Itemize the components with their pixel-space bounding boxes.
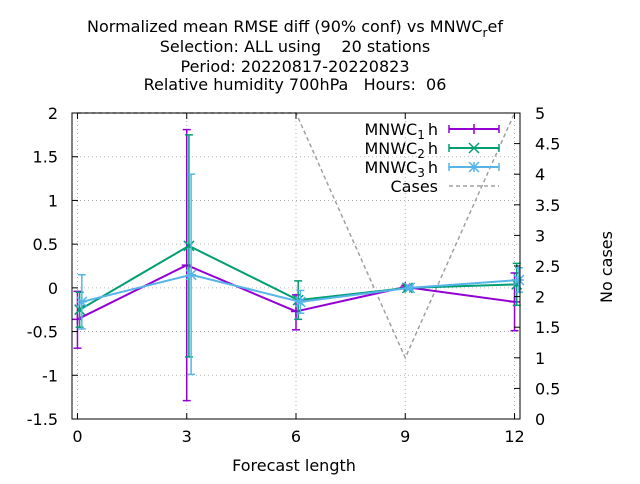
series-2: [74, 134, 523, 358]
legend-marker: [468, 142, 480, 154]
y2-tick-label: 3: [535, 226, 545, 245]
series-3: [76, 173, 525, 376]
y2-axis-label: No cases: [597, 231, 616, 303]
series-layer: [72, 128, 525, 402]
title-tail: ef: [487, 17, 503, 36]
x-tick-label: 9: [400, 427, 410, 446]
legend-marker: [468, 161, 480, 173]
title-line-4: Relative humidity 700hPa Hours: 06: [144, 75, 447, 94]
data-point: [513, 274, 525, 286]
y-tick-label: -1.5: [27, 410, 58, 429]
y2-tick-label: 1: [535, 349, 545, 368]
y-tick-label: -1: [42, 366, 58, 385]
y2-tick-label: 4: [535, 165, 545, 184]
data-point: [294, 296, 306, 308]
y-tick-label: 1.5: [33, 148, 58, 167]
x-tick-label: 12: [504, 427, 524, 446]
legend-label: Cases: [391, 177, 439, 196]
y2-tick-label: 3.5: [535, 196, 560, 215]
title-line-1: Normalized mean RMSE diff (90% conf) vs …: [87, 17, 503, 40]
data-point: [404, 282, 416, 294]
y2-tick-label: 2.5: [535, 257, 560, 276]
data-point: [76, 296, 88, 308]
y2-tick-label: 4.5: [535, 135, 560, 154]
chart-title: Normalized mean RMSE diff (90% conf) vs …: [87, 17, 503, 94]
y2-tick-label: 5: [535, 104, 545, 123]
title-line-2: Selection: ALL using 20 stations: [160, 37, 430, 56]
x-tick-label: 3: [182, 427, 192, 446]
y-tick-label: 1: [48, 191, 58, 210]
y2-tick-label: 1.5: [535, 318, 560, 337]
x-tick-label: 6: [291, 427, 301, 446]
data-point: [183, 240, 195, 252]
x-axis-label: Forecast length: [232, 456, 356, 475]
y-tick-label: 0: [48, 279, 58, 298]
legend-label: MNWC2 h: [364, 139, 438, 161]
y-tick-label: 2: [48, 104, 58, 123]
title-subscript: r: [483, 26, 488, 40]
axes: 0 3 6 9 12 2 1.5 1 0.5 0 -0.5 -1 -1.5 5 4.5 4 3.5 3 2.5 2 1.…: [27, 104, 561, 446]
data-point: [185, 269, 197, 281]
y2-tick-label: 0.5: [535, 379, 560, 398]
x-tick-label: 0: [72, 427, 82, 446]
legend-label: MNWC3 h: [364, 158, 438, 180]
y-tick-label: -0.5: [27, 323, 58, 342]
y2-tick-label: 0: [535, 410, 545, 429]
y2-tick-label: 2: [535, 288, 545, 307]
legend-label: MNWC1 h: [364, 120, 438, 142]
title-line-3: Period: 20220817-20220823: [180, 57, 409, 76]
data-point: [74, 304, 86, 316]
y-tick-label: 0.5: [33, 235, 58, 254]
grid: [72, 112, 520, 420]
